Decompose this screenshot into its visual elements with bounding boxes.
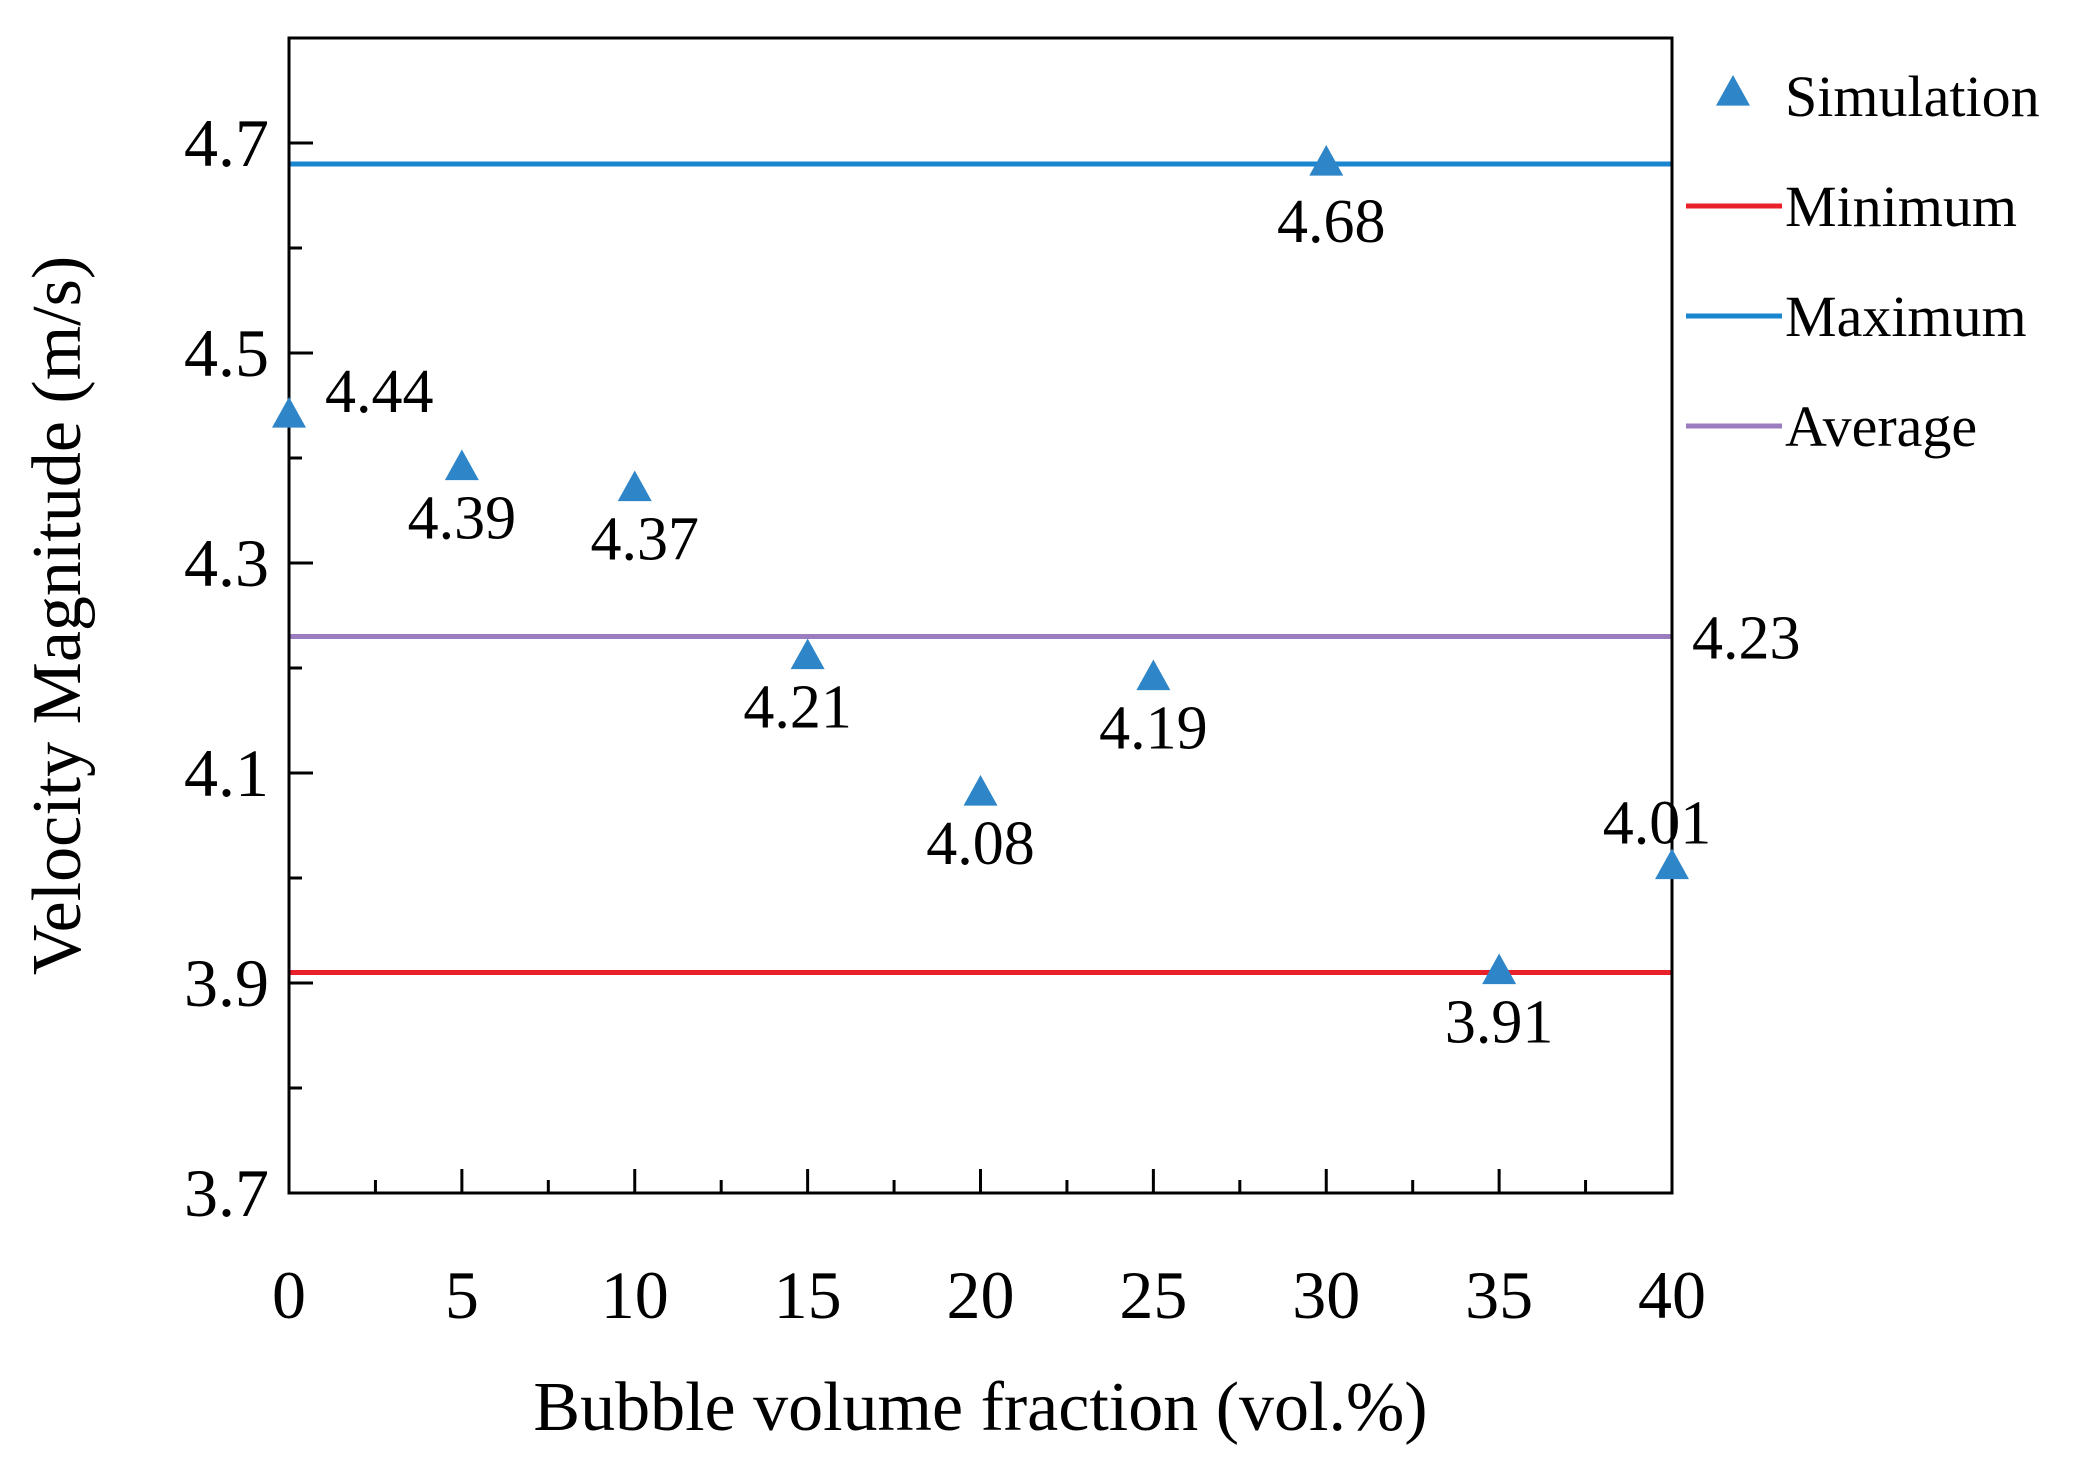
- y-tick-label: 3.7: [184, 1155, 269, 1231]
- x-tick-label: 35: [1465, 1257, 1533, 1333]
- simulation-point: [790, 638, 825, 670]
- y-tick-label: 4.7: [184, 105, 269, 181]
- legend-marker-simulation: [1716, 75, 1750, 106]
- x-tick-label: 15: [774, 1257, 842, 1333]
- x-tick-label: 20: [947, 1257, 1015, 1333]
- x-tick-label: 40: [1638, 1257, 1706, 1333]
- x-tick-label: 10: [601, 1257, 669, 1333]
- legend-label-maximum: Maximum: [1785, 284, 2027, 349]
- y-tick-label: 4.1: [184, 735, 269, 811]
- y-tick-label: 4.3: [184, 525, 269, 601]
- y-tick-label: 4.5: [184, 315, 269, 391]
- data-label: 4.01: [1603, 790, 1712, 858]
- simulation-point: [444, 449, 479, 481]
- simulation-point: [1136, 659, 1171, 691]
- x-axis-title: Bubble volume fraction (vol.%): [533, 1369, 1427, 1446]
- x-tick-label: 25: [1119, 1257, 1187, 1333]
- simulation-point: [1309, 145, 1344, 176]
- data-label: 4.19: [1099, 695, 1208, 763]
- legend-label-simulation: Simulation: [1785, 64, 2040, 129]
- data-label: 4.37: [591, 506, 700, 574]
- simulation-point: [963, 775, 998, 806]
- simulation-point: [272, 397, 306, 428]
- simulation-point: [1482, 953, 1517, 985]
- data-label: 4.21: [743, 674, 852, 742]
- average-value-label: 4.23: [1692, 605, 1801, 673]
- data-label: 4.39: [408, 485, 517, 553]
- data-label: 3.91: [1445, 989, 1554, 1057]
- legend-label-minimum: Minimum: [1785, 174, 2017, 239]
- x-tick-label: 0: [272, 1257, 306, 1333]
- x-tick-label: 5: [445, 1257, 479, 1333]
- data-label: 4.68: [1277, 188, 1386, 256]
- data-label: 4.08: [926, 810, 1035, 878]
- simulation-point: [617, 470, 652, 502]
- simulation-point: [1655, 848, 1689, 880]
- y-axis-title: Velocity Magnitude (m/s): [19, 256, 96, 975]
- legend-label-average: Average: [1785, 394, 1977, 459]
- y-tick-label: 3.9: [184, 945, 269, 1021]
- x-tick-label: 30: [1292, 1257, 1360, 1333]
- data-label: 4.44: [325, 358, 434, 426]
